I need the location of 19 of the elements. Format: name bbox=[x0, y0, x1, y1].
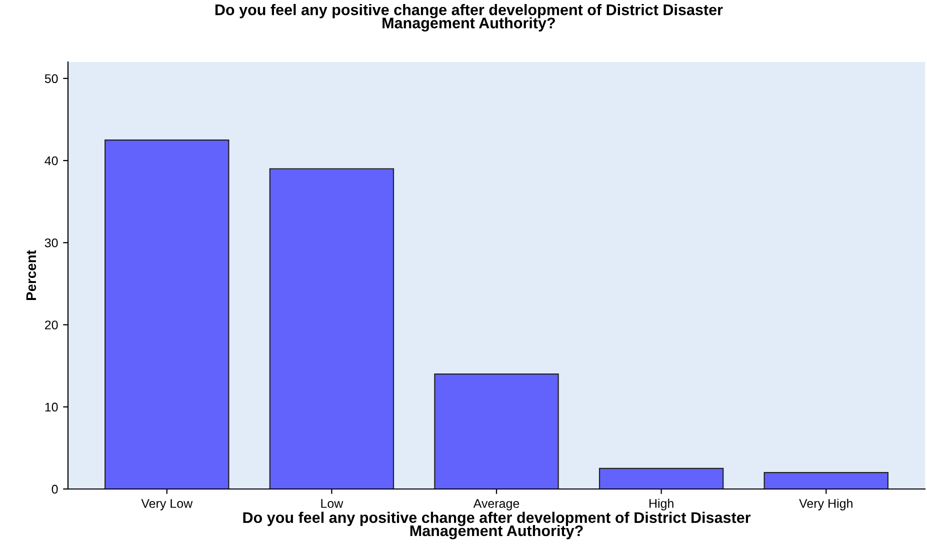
y-tick-label: 20 bbox=[45, 320, 58, 330]
bar bbox=[104, 139, 230, 489]
y-tick-label: 50 bbox=[44, 74, 58, 84]
x-tick-label: Average bbox=[473, 499, 520, 510]
bar bbox=[269, 168, 394, 489]
y-tick-label: 10 bbox=[45, 402, 58, 412]
bar bbox=[434, 373, 559, 489]
bar bbox=[764, 472, 888, 489]
y-tick-label: 0 bbox=[52, 484, 58, 494]
bar bbox=[598, 468, 724, 489]
chart-title: Do you feel any positive change after development of District Disaster Management Authority? bbox=[215, 4, 723, 32]
x-tick-label: Very Low bbox=[141, 499, 193, 510]
y-tick-label: 40 bbox=[44, 156, 58, 166]
x-tick-label: High bbox=[649, 498, 674, 510]
x-tick-label: Very High bbox=[799, 498, 852, 510]
y-axis-title: Percent bbox=[26, 250, 36, 300]
y-tick-label: 30 bbox=[44, 238, 58, 248]
x-axis-title: Do you feel any positive change after development of District Disaster Management Authority? bbox=[243, 512, 751, 540]
x-tick-label: Low bbox=[321, 499, 344, 508]
